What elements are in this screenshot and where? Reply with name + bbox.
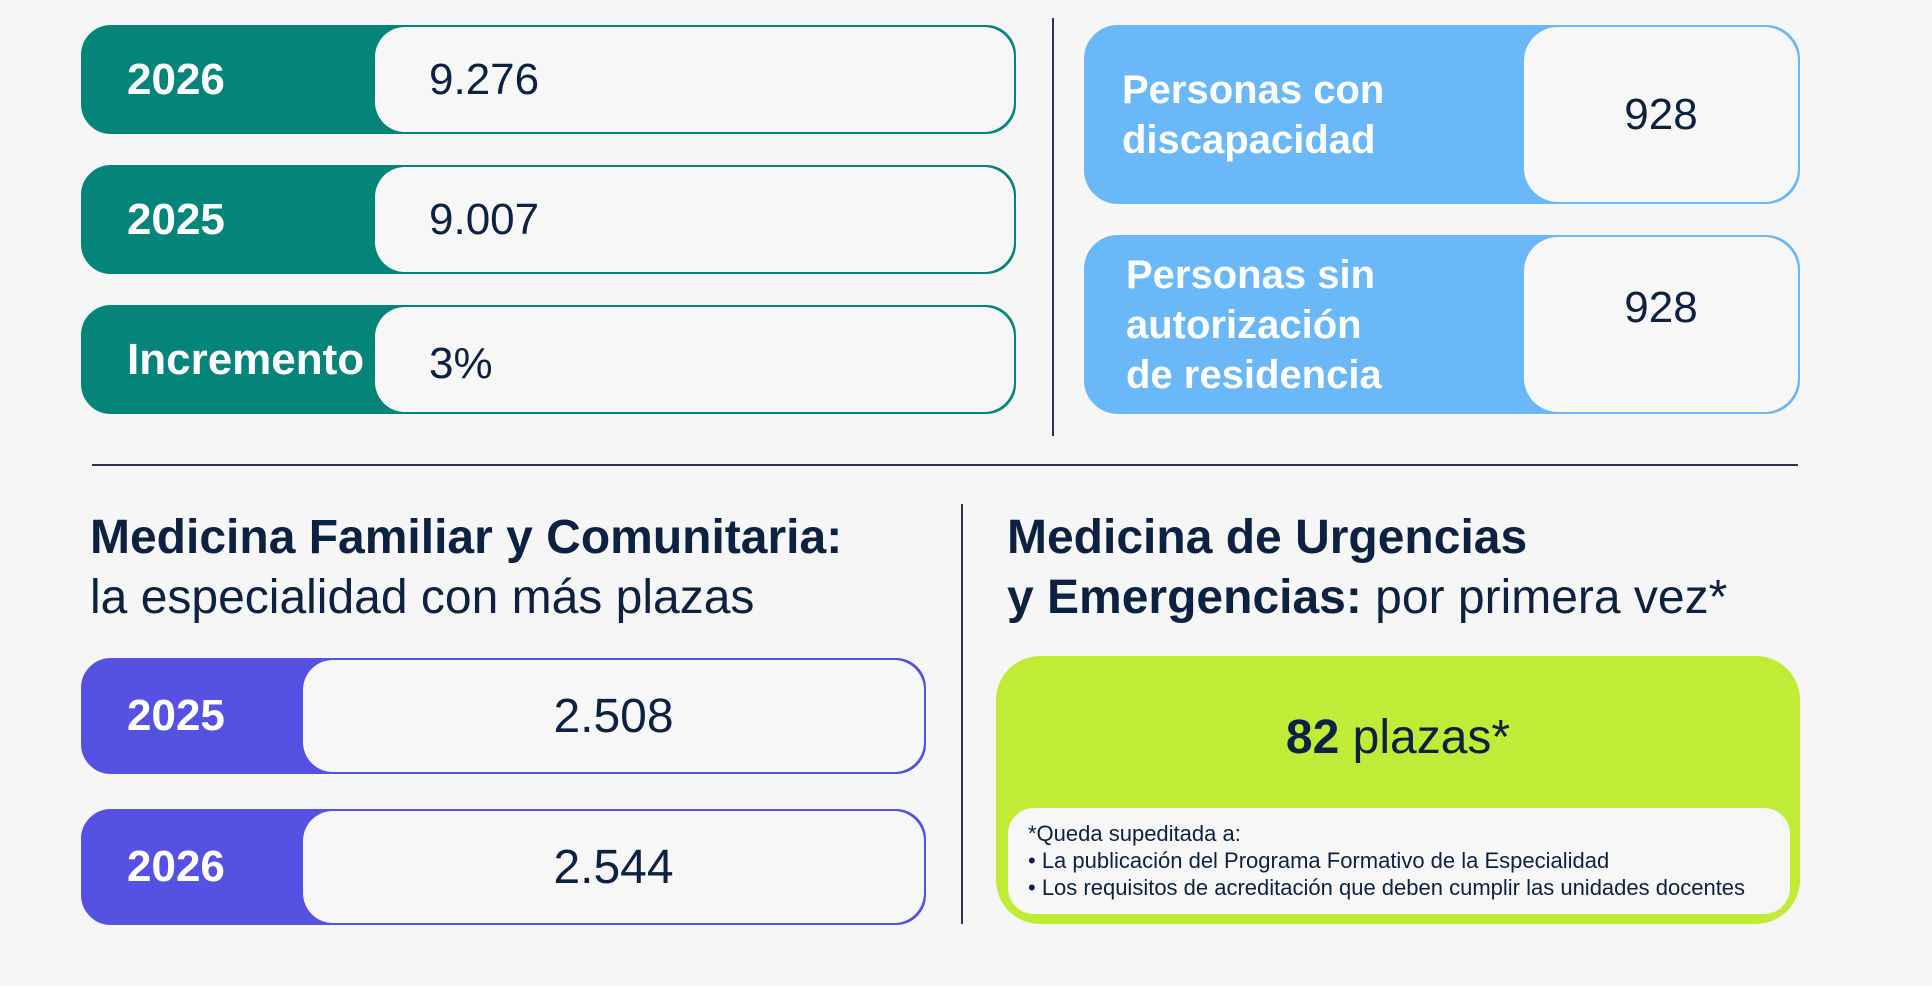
label-line: discapacidad bbox=[1122, 117, 1376, 162]
row-value: 9.007 bbox=[375, 167, 1014, 272]
personas-sin-autorizacion-row: Personas sin autorización de residencia … bbox=[1084, 235, 1800, 414]
plazas-suffix: plazas* bbox=[1339, 711, 1511, 764]
mfyc-2025-row: 2025 2.508 bbox=[81, 658, 926, 774]
plazas-number: 82 bbox=[1285, 711, 1340, 764]
urgencias-title-line1: Medicina de Urgencias bbox=[1007, 511, 1528, 564]
urgencias-heading: Medicina de Urgencias y Emergencias: por… bbox=[1007, 508, 1727, 628]
label-line: Personas sin bbox=[1126, 252, 1376, 297]
plazas-count: 82 plazas* bbox=[996, 710, 1800, 765]
urgencias-title-line2: y Emergencias: bbox=[1007, 571, 1362, 624]
row-label: 2025 bbox=[127, 194, 225, 244]
vertical-divider-top bbox=[1052, 18, 1054, 436]
row-label: 2026 bbox=[127, 842, 225, 891]
row-value: 2.508 bbox=[303, 660, 924, 772]
row-value: 3% bbox=[375, 307, 1014, 412]
label-line: Personas con bbox=[1122, 67, 1385, 112]
mfyc-title: Medicina Familiar y Comunitaria: bbox=[90, 511, 843, 564]
footnote-intro: *Queda supeditada a: bbox=[1028, 821, 1241, 846]
row-value: 2.544 bbox=[303, 811, 924, 923]
label-line: autorización bbox=[1126, 302, 1362, 347]
row-value: 928 bbox=[1524, 237, 1798, 412]
row-label: Personas con discapacidad bbox=[1086, 27, 1524, 202]
personas-discapacidad-row: Personas con discapacidad 928 bbox=[1084, 25, 1800, 204]
mfyc-subtitle: la especialidad con más plazas bbox=[90, 571, 755, 624]
urgencias-subtitle: por primera vez* bbox=[1361, 571, 1728, 624]
incremento-row: Incremento 3% bbox=[81, 305, 1016, 414]
mfyc-2026-row: 2026 2.544 bbox=[81, 809, 926, 925]
vertical-divider-bottom bbox=[961, 504, 963, 924]
total-plazas-2025-row: 2025 9.007 bbox=[81, 165, 1016, 274]
row-label: Personas sin autorización de residencia bbox=[1086, 237, 1524, 412]
row-value: 928 bbox=[1524, 27, 1798, 202]
row-label: 2026 bbox=[127, 54, 225, 104]
urgencias-plazas-card: 82 plazas* *Queda supeditada a: • La pub… bbox=[996, 656, 1800, 924]
label-line: de residencia bbox=[1126, 352, 1382, 397]
row-value: 9.276 bbox=[375, 27, 1014, 132]
footnote-box: *Queda supeditada a: • La publicación de… bbox=[1008, 808, 1790, 914]
footnote-item: • Los requisitos de acreditación que deb… bbox=[1028, 875, 1746, 900]
total-plazas-2026-row: 2026 9.276 bbox=[81, 25, 1016, 134]
mfyc-heading: Medicina Familiar y Comunitaria: la espe… bbox=[90, 508, 842, 628]
footnote-item: • La publicación del Programa Formativo … bbox=[1028, 848, 1610, 873]
horizontal-divider bbox=[92, 464, 1798, 466]
row-label: Incremento bbox=[127, 334, 365, 384]
row-label: 2025 bbox=[127, 691, 225, 740]
